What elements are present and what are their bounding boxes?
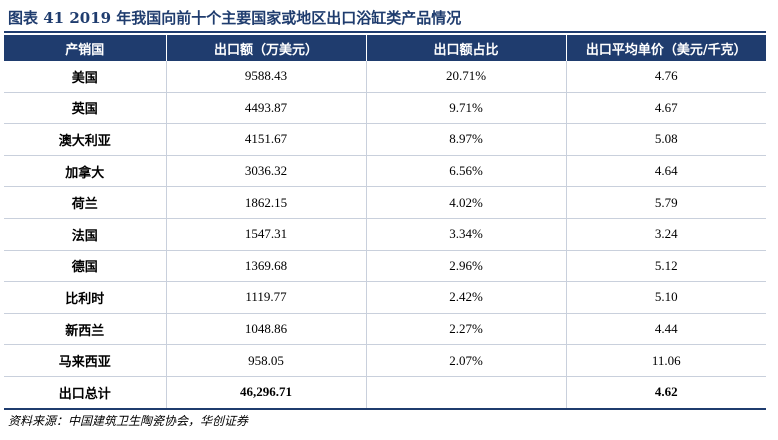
amount-cell: 1547.31 xyxy=(166,218,367,251)
share-cell: 4.02% xyxy=(366,186,567,219)
country-cell: 澳大利亚 xyxy=(4,123,167,156)
table-row: 加拿大 3036.32 6.56% 4.64 xyxy=(4,155,766,188)
country-cell: 英国 xyxy=(4,92,167,125)
country-cell: 加拿大 xyxy=(4,155,167,188)
price-cell: 4.67 xyxy=(566,92,766,125)
share-cell: 2.07% xyxy=(366,344,567,377)
price-cell: 5.79 xyxy=(566,186,766,219)
country-cell: 新西兰 xyxy=(4,313,167,346)
table-row: 荷兰 1862.15 4.02% 5.79 xyxy=(4,186,766,219)
amount-cell: 4151.67 xyxy=(166,123,367,156)
price-cell: 4.64 xyxy=(566,155,766,188)
table-row: 美国 9588.43 20.71% 4.76 xyxy=(4,61,766,93)
total-amount: 46,296.71 xyxy=(166,376,367,410)
amount-cell: 1119.77 xyxy=(166,281,367,314)
table-row: 澳大利亚 4151.67 8.97% 5.08 xyxy=(4,123,766,156)
price-cell: 5.12 xyxy=(566,250,766,283)
country-cell: 荷兰 xyxy=(4,186,167,219)
table-row: 德国 1369.68 2.96% 5.12 xyxy=(4,250,766,283)
price-cell: 11.06 xyxy=(566,344,766,377)
price-cell: 5.08 xyxy=(566,123,766,156)
header-row: 产销国 出口额（万美元） 出口额占比 出口平均单价（美元/千克） xyxy=(4,35,766,61)
share-cell: 6.56% xyxy=(366,155,567,188)
amount-cell: 4493.87 xyxy=(166,92,367,125)
amount-cell: 1369.68 xyxy=(166,250,367,283)
table-row: 法国 1547.31 3.34% 3.24 xyxy=(4,218,766,251)
header-price: 出口平均单价（美元/千克） xyxy=(566,35,766,61)
amount-cell: 958.05 xyxy=(166,344,367,377)
total-price: 4.62 xyxy=(566,376,766,410)
header-country: 产销国 xyxy=(4,35,167,61)
country-cell: 法国 xyxy=(4,218,167,251)
amount-cell: 9588.43 xyxy=(166,61,367,93)
price-cell: 4.44 xyxy=(566,313,766,346)
price-cell: 3.24 xyxy=(566,218,766,251)
table-row: 新西兰 1048.86 2.27% 4.44 xyxy=(4,313,766,346)
share-cell: 2.42% xyxy=(366,281,567,314)
share-cell: 8.97% xyxy=(366,123,567,156)
country-cell: 马来西亚 xyxy=(4,344,167,377)
header-amount: 出口额（万美元） xyxy=(166,35,367,61)
source-note: 资料来源：中国建筑卫生陶瓷协会，华创证券 xyxy=(8,414,249,428)
share-cell: 3.34% xyxy=(366,218,567,251)
export-table: 产销国 出口额（万美元） 出口额占比 出口平均单价（美元/千克） 美国 9588… xyxy=(4,35,766,410)
price-cell: 5.10 xyxy=(566,281,766,314)
share-cell: 2.27% xyxy=(366,313,567,346)
figure-title: 图表 41 2019 年我国向前十个主要国家或地区出口浴缸类产品情况 xyxy=(8,9,462,27)
table-row: 比利时 1119.77 2.42% 5.10 xyxy=(4,281,766,314)
total-label: 出口总计 xyxy=(4,376,167,410)
price-cell: 4.76 xyxy=(566,61,766,93)
total-share xyxy=(366,376,567,410)
table-row: 马来西亚 958.05 2.07% 11.06 xyxy=(4,344,766,377)
share-cell: 9.71% xyxy=(366,92,567,125)
total-row: 出口总计 46,296.71 4.62 xyxy=(4,376,766,410)
country-cell: 德国 xyxy=(4,250,167,283)
header-share: 出口额占比 xyxy=(366,35,567,61)
share-cell: 20.71% xyxy=(366,61,567,93)
amount-cell: 1862.15 xyxy=(166,186,367,219)
country-cell: 比利时 xyxy=(4,281,167,314)
amount-cell: 1048.86 xyxy=(166,313,367,346)
share-cell: 2.96% xyxy=(366,250,567,283)
title-rule xyxy=(4,31,766,33)
country-cell: 美国 xyxy=(4,61,167,93)
table-row: 英国 4493.87 9.71% 4.67 xyxy=(4,92,766,125)
amount-cell: 3036.32 xyxy=(166,155,367,188)
